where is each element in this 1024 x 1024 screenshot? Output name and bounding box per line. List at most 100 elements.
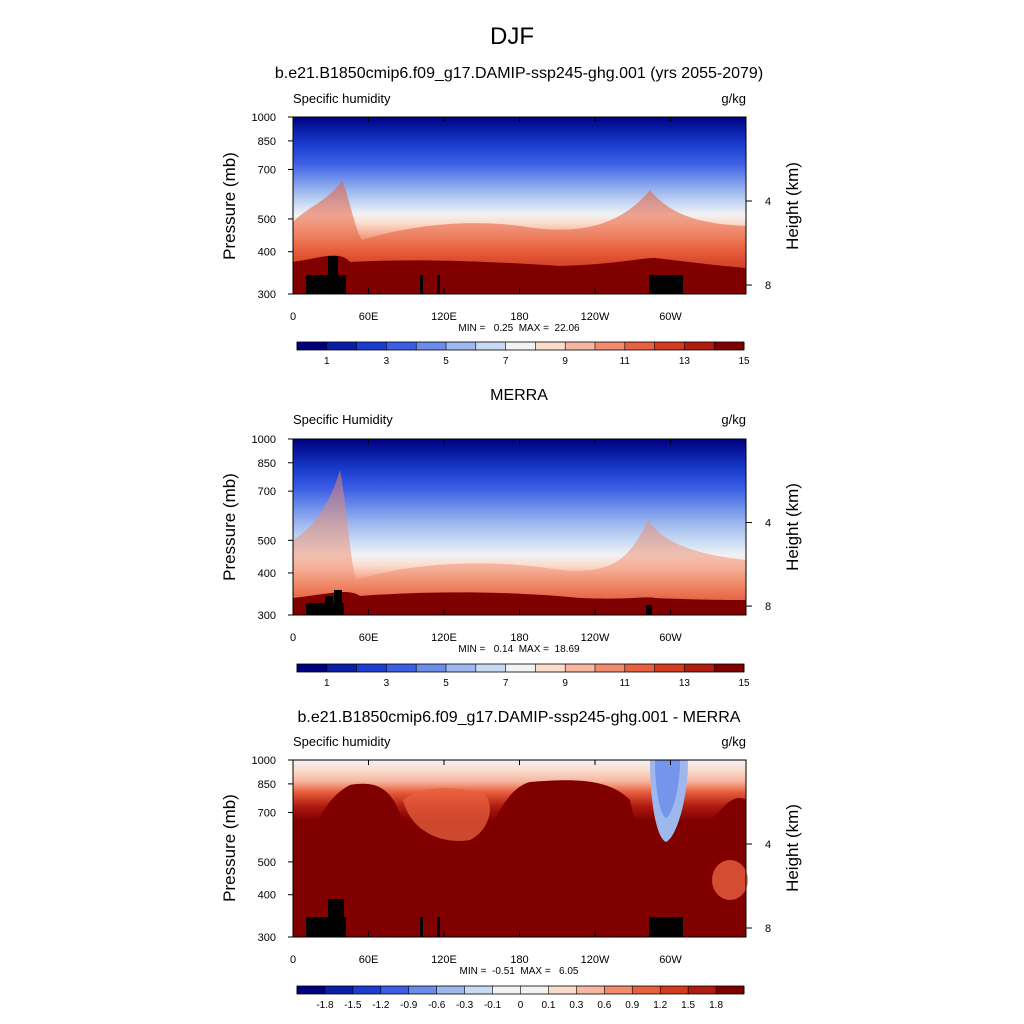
longitude-tick-label: 120E	[431, 311, 457, 323]
longitude-tick-label: 0	[290, 954, 296, 966]
panel-title: b.e21.B1850cmip6.f09_g17.DAMIP-ssp245-gh…	[298, 709, 741, 726]
longitude-tick-label: 60E	[359, 954, 379, 966]
height-axis: 84	[746, 839, 771, 935]
colorbar-label: 0.3	[569, 1000, 583, 1011]
colorbar-label: 3	[384, 356, 390, 367]
topography-island	[420, 275, 423, 294]
colorbar-label: -0.1	[484, 1000, 502, 1011]
min-max-stats: MIN = 0.14 MAX = 18.69	[458, 644, 580, 655]
height-axis: 84	[746, 518, 771, 613]
longitude-tick-label: 120W	[581, 632, 610, 644]
longitude-tick-label: 180	[510, 632, 528, 644]
colorbar-label: 7	[503, 678, 509, 689]
longitude-axis: 0 60E 120E 180 120W 60W	[290, 760, 682, 966]
pressure-tick-label: 300	[258, 289, 276, 301]
colorbar-swatch	[714, 664, 745, 672]
colorbar-swatch	[436, 986, 465, 994]
colorbar-label: -1.2	[372, 1000, 390, 1011]
pressure-tick-label: 400	[258, 568, 276, 580]
colorbar-swatch	[624, 664, 655, 672]
topography-island	[420, 917, 423, 937]
y-axis-label: Pressure (mb)	[220, 473, 239, 581]
colorbar-swatch	[716, 986, 745, 994]
pressure-tick-label: 850	[258, 136, 276, 148]
colorbar-swatch	[492, 986, 521, 994]
variable-label: Specific Humidity	[293, 412, 393, 427]
colorbar-swatch	[475, 342, 506, 350]
colorbar-label: 0.1	[541, 1000, 555, 1011]
colorbar-swatch	[548, 986, 577, 994]
colorbar-swatch	[297, 664, 328, 672]
colorbar-swatch	[324, 986, 354, 994]
units-label: g/kg	[721, 734, 746, 749]
colorbar-swatch	[446, 342, 477, 350]
colorbar-label: 11	[620, 678, 631, 689]
pressure-axis: 300 400 500 700 850 1000	[252, 112, 293, 301]
colorbar-swatch	[660, 986, 689, 994]
topography-andes	[649, 275, 683, 294]
longitude-tick-label: 60W	[659, 954, 682, 966]
pressure-tick-label: 700	[258, 807, 276, 819]
colorbar-label: 1.5	[681, 1000, 695, 1011]
colorbar-swatch	[684, 664, 715, 672]
panel-model: b.e21.B1850cmip6.f09_g17.DAMIP-ssp245-gh…	[220, 65, 802, 367]
colorbar-label: 9	[562, 356, 568, 367]
colorbar-swatch	[386, 664, 417, 672]
colorbar-label: 3	[384, 678, 390, 689]
colorbar: -1.8 -1.5 -1.2 -0.9 -0.6 -0.3 -0.1 0 0.1 0.3 0.6 0.…	[296, 985, 745, 1011]
colorbar-swatch	[688, 986, 717, 994]
colorbar-swatch	[356, 342, 387, 350]
y-axis-label: Pressure (mb)	[220, 794, 239, 902]
topography-peak	[328, 899, 344, 917]
pressure-tick-label: 700	[258, 486, 276, 498]
boundary-layer	[293, 592, 746, 615]
colorbar-swatch	[535, 342, 566, 350]
plot-area	[292, 438, 747, 616]
pressure-tick-label: 850	[258, 779, 276, 791]
colorbar-swatch	[535, 664, 566, 672]
pressure-axis: 300 400 500 700 850 1000	[252, 755, 293, 944]
longitude-tick-label: 0	[290, 632, 296, 644]
longitude-tick-label: 180	[510, 954, 528, 966]
colorbar-swatch	[380, 986, 410, 994]
colorbar-swatch	[326, 664, 357, 672]
topography-africa	[306, 275, 346, 294]
topography-andes	[649, 917, 683, 937]
colorbar-swatch	[632, 986, 661, 994]
y-axis-label: Pressure (mb)	[220, 152, 239, 260]
longitude-tick-label: 120W	[581, 954, 610, 966]
colorbar-label: 13	[679, 678, 691, 689]
figure-title: DJF	[490, 23, 534, 50]
colorbar-frame	[296, 663, 745, 673]
pressure-tick-label: 300	[258, 610, 276, 622]
variable-label: Specific humidity	[293, 734, 391, 749]
longitude-axis: 0 60E 120E 180 120W 60W	[290, 439, 682, 644]
colorbar-label: -0.9	[400, 1000, 418, 1011]
longitude-tick-label: 60W	[659, 632, 682, 644]
colorbar-swatch	[505, 342, 536, 350]
colorbar-swatch	[326, 342, 357, 350]
colorbar-swatch	[386, 342, 417, 350]
plot-area	[292, 116, 747, 295]
colorbar-label: 0.9	[625, 1000, 639, 1011]
plot-area	[292, 759, 748, 938]
colorbar-swatch	[408, 986, 437, 994]
colorbar-label: 1	[324, 678, 330, 689]
colorbar-frame	[296, 985, 745, 995]
units-label: g/kg	[721, 91, 746, 106]
colorbar-swatch	[446, 664, 477, 672]
y2-axis-label: Height (km)	[783, 804, 802, 892]
colorbar-label: 1.8	[709, 1000, 723, 1011]
colorbar-swatch	[604, 986, 633, 994]
colorbar-label: 0	[518, 1000, 524, 1011]
variable-label: Specific humidity	[293, 91, 391, 106]
units-label: g/kg	[721, 412, 746, 427]
colorbar-label: 15	[738, 356, 750, 367]
topography-island	[437, 917, 440, 937]
panel-title: MERRA	[490, 387, 548, 404]
y2-axis-label: Height (km)	[783, 162, 802, 250]
colorbar-swatch	[595, 342, 626, 350]
colorbar-swatch	[297, 342, 328, 350]
colorbar-swatch	[416, 342, 447, 350]
